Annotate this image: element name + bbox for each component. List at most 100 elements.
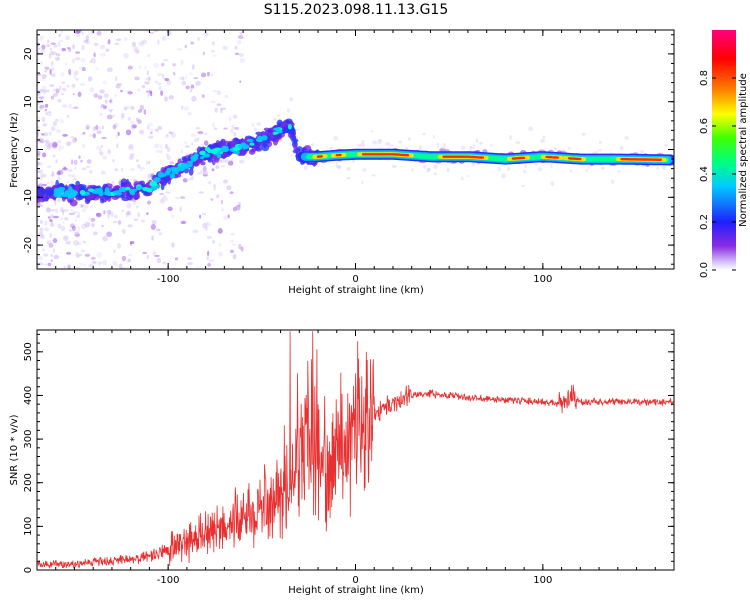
- colorbar-gradient: [712, 30, 736, 270]
- noise-blob: [40, 182, 43, 186]
- noise-blob: [171, 213, 175, 219]
- noise-blob: [96, 130, 102, 135]
- noise-blob: [77, 226, 81, 233]
- noise-blob: [76, 215, 81, 218]
- noise-blob: [213, 187, 217, 191]
- noise-blob: [160, 143, 163, 150]
- colorbar-label: Normalized spectral amplitude: [738, 73, 749, 227]
- noise-blob: [122, 229, 126, 234]
- noise-blob: [213, 127, 218, 130]
- noise-blob: [471, 162, 475, 167]
- noise-blob: [224, 94, 229, 99]
- noise-blob: [126, 104, 130, 110]
- noise-blob: [37, 132, 40, 136]
- noise-blob: [101, 125, 105, 130]
- noise-blob: [159, 192, 165, 195]
- noise-blob: [196, 137, 200, 140]
- noise-blob: [57, 41, 61, 47]
- noise-blob: [38, 137, 42, 144]
- noise-blob: [80, 223, 87, 230]
- noise-blob: [114, 42, 120, 46]
- x-tick-label: 100: [533, 575, 552, 586]
- noise-blob: [107, 39, 111, 45]
- noise-blob: [43, 253, 49, 257]
- noise-blob: [587, 165, 590, 170]
- noise-blob: [346, 176, 351, 180]
- noise-blob: [62, 221, 65, 225]
- noise-blob: [198, 191, 204, 194]
- noise-blob: [132, 124, 138, 129]
- noise-blob: [108, 209, 112, 215]
- noise-blob: [52, 238, 58, 244]
- noise-blob: [203, 170, 209, 176]
- noise-blob: [111, 180, 115, 186]
- noise-blob: [97, 95, 103, 100]
- noise-blob: [50, 61, 54, 67]
- noise-blob: [50, 73, 56, 77]
- band-blob: [266, 135, 271, 141]
- noise-blob: [45, 43, 51, 48]
- noise-blob: [49, 47, 52, 51]
- noise-blob: [50, 253, 54, 257]
- noise-blob: [114, 168, 119, 172]
- noise-blob: [146, 212, 149, 215]
- noise-blob: [45, 111, 49, 116]
- noise-blob: [289, 141, 292, 147]
- noise-blob: [68, 47, 72, 52]
- noise-blob: [171, 242, 175, 248]
- noise-blob: [192, 64, 195, 70]
- noise-blob: [211, 41, 215, 46]
- noise-blob: [41, 116, 46, 123]
- band-blob: [232, 137, 240, 142]
- noise-blob: [125, 89, 131, 94]
- noise-blob: [535, 163, 538, 167]
- noise-blob: [44, 220, 48, 226]
- noise-blob: [74, 231, 80, 238]
- noise-blob: [86, 126, 90, 130]
- noise-blob: [130, 105, 135, 110]
- y-tick-label: -20: [23, 237, 34, 253]
- noise-blob: [238, 159, 245, 164]
- noise-blob: [195, 80, 201, 86]
- noise-blob: [295, 128, 300, 131]
- noise-blob: [79, 253, 82, 257]
- noise-blob: [72, 137, 77, 144]
- noise-blob: [146, 93, 150, 98]
- noise-blob: [204, 225, 209, 231]
- spectrogram-y-label: Frequency (Hz): [9, 112, 20, 188]
- noise-blob: [234, 45, 238, 50]
- noise-blob: [154, 143, 160, 149]
- noise-blob: [136, 50, 140, 54]
- noise-blob: [202, 51, 205, 56]
- noise-blob: [72, 225, 76, 232]
- noise-blob: [175, 196, 180, 200]
- noise-blob: [73, 177, 77, 181]
- noise-blob: [40, 49, 46, 54]
- noise-blob: [49, 68, 52, 75]
- noise-blob: [131, 41, 137, 48]
- noise-blob: [149, 31, 154, 34]
- band-blob: [248, 149, 256, 155]
- noise-blob: [237, 39, 242, 46]
- noise-blob: [469, 145, 472, 149]
- band-highlight: [232, 147, 241, 151]
- noise-blob: [46, 182, 50, 185]
- colorbar: 0.0 0.2 0.4 0.6 0.8 Normalized spectral ampl…: [699, 30, 749, 278]
- noise-blob: [180, 59, 184, 66]
- noise-blob: [206, 71, 210, 77]
- noise-blob: [54, 52, 58, 55]
- noise-blob: [146, 200, 152, 205]
- noise-blob: [206, 235, 212, 239]
- noise-blob: [166, 153, 169, 157]
- noise-blob: [179, 206, 182, 212]
- noise-blob: [214, 107, 218, 113]
- noise-blob: [617, 170, 621, 173]
- noise-blob: [50, 223, 55, 228]
- noise-blob: [49, 214, 55, 219]
- noise-blob: [48, 131, 52, 136]
- noise-blob: [220, 199, 224, 205]
- noise-blob: [160, 62, 165, 67]
- noise-blob: [139, 104, 145, 111]
- noise-blob: [95, 146, 102, 151]
- noise-blob: [48, 84, 55, 87]
